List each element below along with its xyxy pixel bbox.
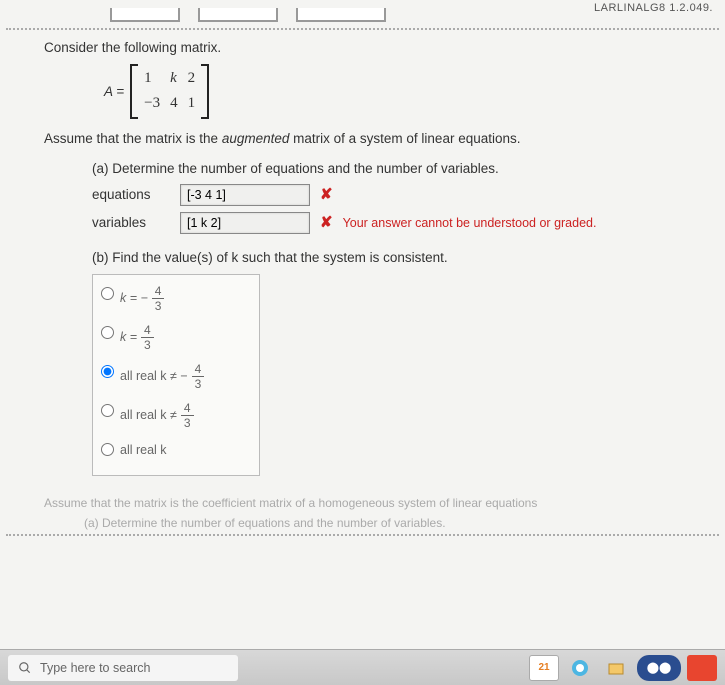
taskbar-icon[interactable]	[565, 655, 595, 681]
frac-num: 4	[181, 402, 194, 416]
taskbar-icon[interactable]	[601, 655, 631, 681]
next-question-preview: Assume that the matrix is the coefficien…	[0, 496, 725, 530]
assume-text: Assume that the matrix is the augmented …	[44, 129, 711, 149]
question-intro: Consider the following matrix.	[44, 38, 711, 58]
search-icon	[18, 661, 32, 675]
text: Assume that the matrix is the	[44, 131, 222, 146]
divider	[6, 28, 719, 30]
radio-input[interactable]	[101, 443, 114, 456]
matrix: 1 k 2 −3 4 1	[130, 64, 209, 120]
frac-den: 3	[184, 416, 191, 429]
frac-den: 3	[155, 299, 162, 312]
matrix-equation: A = 1 k 2 −3 4 1	[104, 64, 711, 120]
divider	[6, 534, 719, 536]
taskbar: Type here to search 21 ⬤⬤	[0, 649, 725, 685]
edge-icon	[571, 659, 589, 677]
text: (b) Find the value(s) of k such that the…	[92, 250, 448, 265]
text: (a) Determine the number of equations an…	[44, 516, 711, 530]
option-text: k = −	[120, 289, 148, 307]
x-icon: ✘	[320, 212, 333, 234]
text: Assume that the matrix is the coefficien…	[44, 496, 711, 510]
matrix-cell: k	[170, 68, 178, 90]
answer-row-equations: equations ✘	[92, 184, 711, 206]
matrix-cell: −3	[144, 93, 160, 115]
option-text: all real k ≠	[120, 406, 177, 424]
answer-row-variables: variables ✘ Your answer cannot be unders…	[92, 212, 711, 234]
frac-num: 4	[152, 285, 165, 299]
option-text: all real k ≠ −	[120, 367, 188, 385]
options-box: k = − 43 k = 43 all real k ≠ − 43	[92, 274, 260, 476]
matrix-cell: 2	[188, 68, 196, 90]
taskbar-icon[interactable]: ⬤⬤	[637, 655, 681, 681]
search-placeholder: Type here to search	[40, 661, 150, 675]
folder-icon	[608, 660, 624, 676]
question-code: LARLINALG8 1.2.049.	[594, 2, 713, 14]
frac-den: 3	[195, 377, 202, 390]
radio-input[interactable]	[101, 326, 114, 339]
option-text: all real k	[120, 441, 167, 459]
taskbar-search[interactable]: Type here to search	[8, 655, 238, 681]
option-row[interactable]: all real k ≠ − 43	[101, 363, 251, 390]
radio-input[interactable]	[101, 365, 114, 378]
option-row[interactable]: all real k	[101, 441, 251, 459]
matrix-cell: 1	[144, 68, 160, 90]
matrix-cell: 1	[188, 93, 196, 115]
field-label: equations	[92, 185, 170, 205]
taskbar-icon[interactable]: 21	[529, 655, 559, 681]
variables-input[interactable]	[180, 212, 310, 234]
text-em: augmented	[222, 131, 290, 146]
option-text: k =	[120, 328, 137, 346]
part-a-label: (a) Determine the number of equations an…	[92, 159, 711, 179]
radio-input[interactable]	[101, 287, 114, 300]
tab-stub[interactable]	[198, 8, 278, 22]
field-label: variables	[92, 213, 170, 233]
matrix-cell: 4	[170, 93, 178, 115]
taskbar-icon[interactable]	[687, 655, 717, 681]
feedback-text: Your answer cannot be understood or grad…	[343, 214, 597, 232]
frac-num: 4	[141, 324, 154, 338]
frac-den: 3	[144, 338, 151, 351]
option-row[interactable]: k = − 43	[101, 285, 251, 312]
equations-input[interactable]	[180, 184, 310, 206]
tab-stub[interactable]	[296, 8, 386, 22]
tab-stub[interactable]	[110, 8, 180, 22]
matrix-lhs: A =	[104, 82, 124, 102]
option-row[interactable]: all real k ≠ 43	[101, 402, 251, 429]
option-row[interactable]: k = 43	[101, 324, 251, 351]
frac-num: 4	[192, 363, 205, 377]
radio-input[interactable]	[101, 404, 114, 417]
text: matrix of a system of linear equations.	[289, 131, 520, 146]
part-b-label: (b) Find the value(s) of k such that the…	[92, 248, 711, 268]
x-icon: ✘	[320, 184, 333, 206]
